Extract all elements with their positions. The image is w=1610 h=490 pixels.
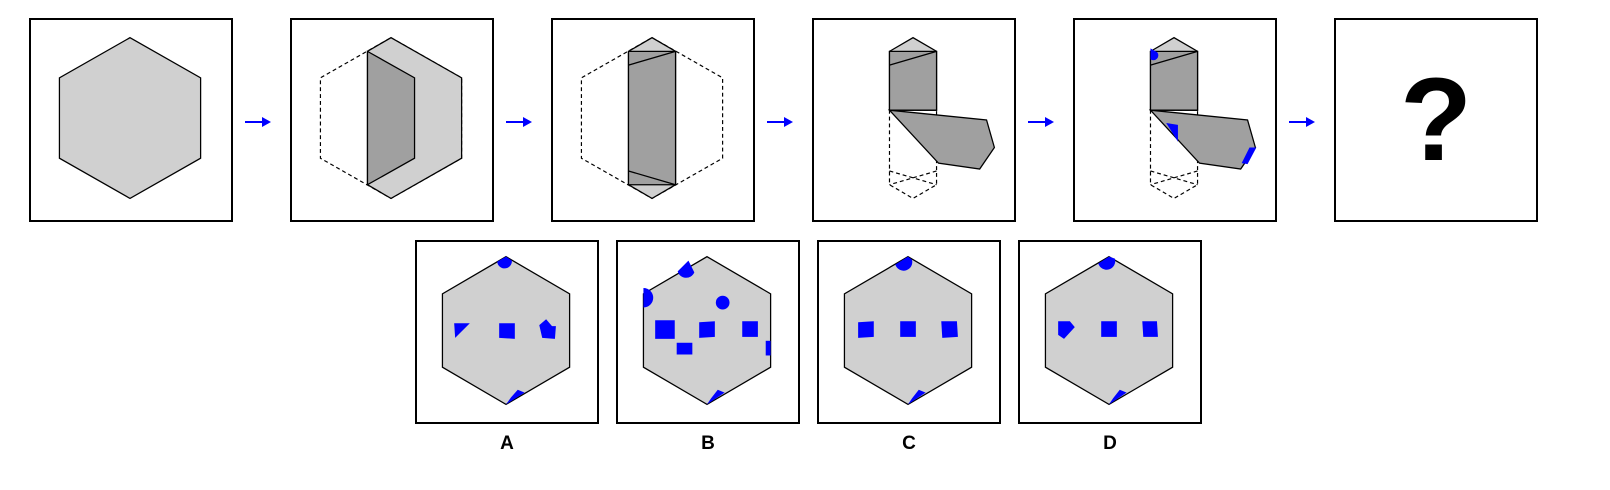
step-2-panel (290, 18, 494, 222)
option-b-label[interactable]: B (701, 433, 715, 454)
punch-hole-top (1150, 48, 1159, 61)
arrow-icon (1288, 115, 1316, 127)
step-2-fold (319, 36, 463, 200)
question-panel: ? (1334, 18, 1538, 222)
arrow-icon (1027, 115, 1055, 127)
option-b-panel[interactable] (616, 240, 800, 424)
option-d-label[interactable]: D (1103, 433, 1117, 454)
step-1-panel (29, 18, 233, 222)
option-a-hexagon (441, 255, 571, 406)
option-a-panel[interactable] (415, 240, 599, 424)
option-c-label[interactable]: C (902, 433, 916, 454)
step-1-hexagon (58, 36, 202, 200)
punch-hole-middle (1166, 122, 1178, 142)
step-3-panel (551, 18, 755, 222)
question-mark: ? (1399, 54, 1473, 186)
arrow-icon (244, 115, 272, 127)
option-d-panel[interactable] (1018, 240, 1202, 424)
option-b-hexagon (642, 255, 772, 406)
arrow-icon (766, 115, 794, 127)
option-c-panel[interactable] (817, 240, 1001, 424)
step-5-punched (1148, 36, 1257, 200)
step-4-fold (887, 36, 996, 200)
step-5-panel (1073, 18, 1277, 222)
option-c-hexagon (843, 255, 973, 406)
option-a-label[interactable]: A (500, 433, 514, 454)
step-3-fold (580, 36, 724, 200)
punch-hole-right (1241, 147, 1257, 165)
option-d-hexagon (1044, 255, 1174, 406)
step-4-panel (812, 18, 1016, 222)
arrow-icon (505, 115, 533, 127)
